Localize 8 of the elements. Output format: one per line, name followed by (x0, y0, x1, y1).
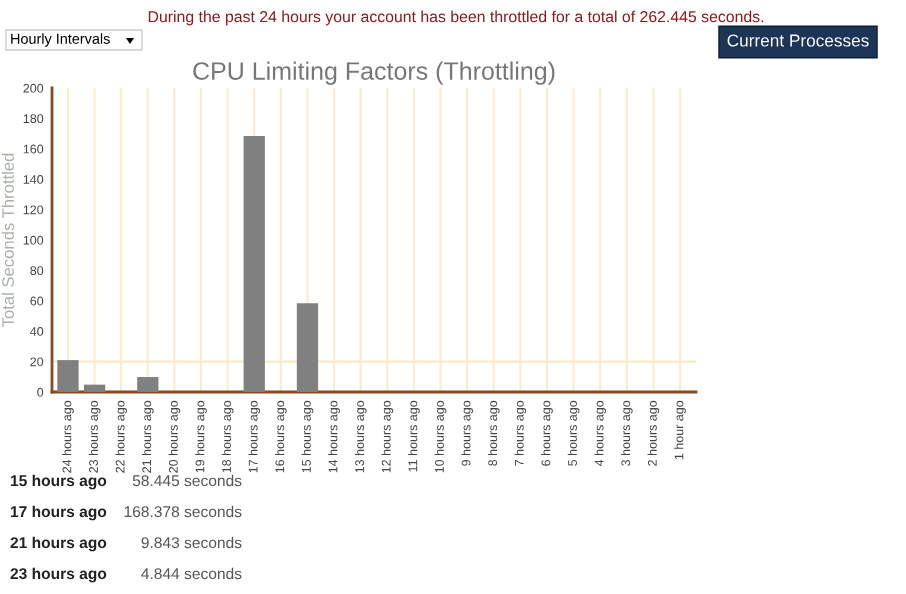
y-axis-title: Total Seconds Throttled (1, 153, 14, 328)
chart-title: CPU Limiting Factors (Throttling) (193, 61, 555, 85)
bar (296, 303, 319, 392)
bar (243, 136, 265, 392)
text: Current Processes (727, 34, 869, 47)
bar (57, 360, 79, 392)
bar (137, 377, 159, 392)
bar (83, 384, 106, 392)
